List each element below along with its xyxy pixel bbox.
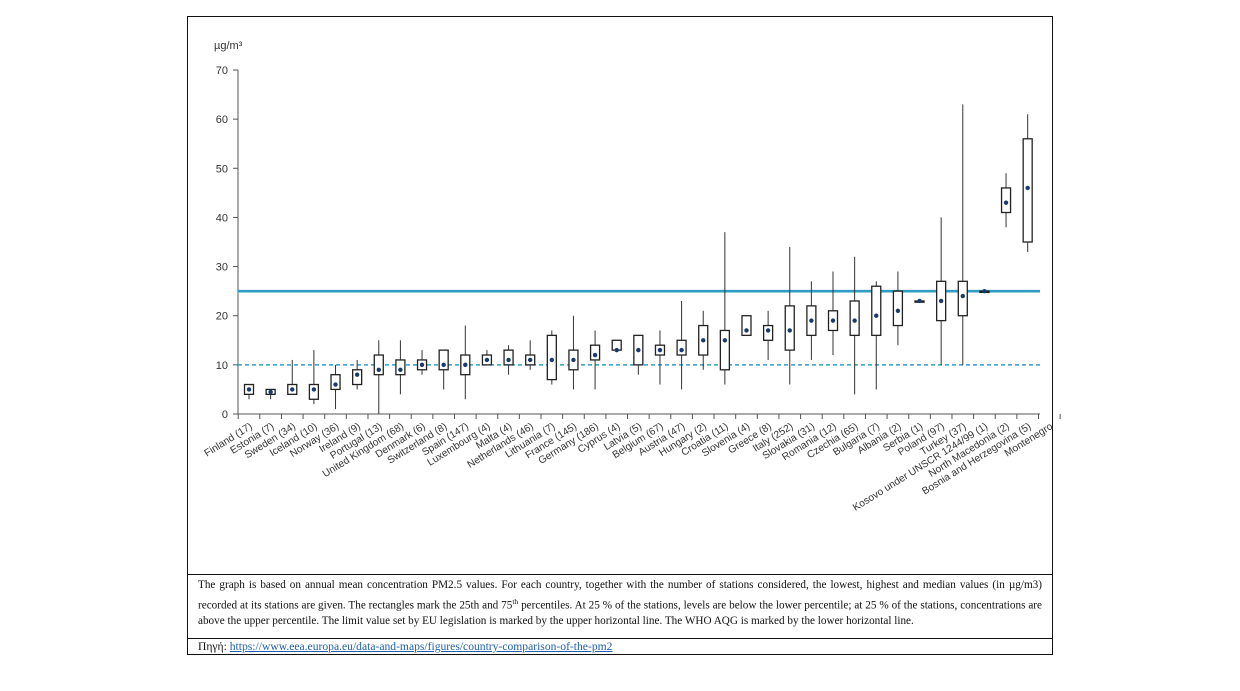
boxes-layer	[243, 104, 1033, 414]
median-dot	[657, 347, 663, 353]
box	[957, 280, 968, 317]
y-tick-label: 50	[216, 163, 228, 175]
box	[308, 383, 320, 400]
median-dot	[592, 352, 598, 358]
median-dot	[917, 298, 922, 304]
box	[849, 300, 860, 337]
y-tick-label: 0	[222, 409, 228, 421]
median-dot	[787, 328, 792, 333]
box	[741, 315, 752, 337]
box	[762, 324, 774, 341]
median-dot	[679, 347, 684, 353]
median-dot	[484, 357, 490, 363]
category-labels-layer: Finland (17)Estonia (7)Sweden (34)Icelan…	[203, 421, 1056, 514]
box-plot-chart: µg/m³ 0 10 20 30 40 50 60 70 Finland (17)Estoni…	[203, 40, 1061, 514]
caption-text-part1: The graph is based on annual mean concen…	[198, 579, 1042, 612]
box	[871, 285, 882, 337]
median-dot	[571, 357, 576, 363]
median-dot	[463, 362, 468, 368]
median-dot	[354, 372, 360, 377]
median-dot	[982, 288, 987, 294]
median-dot	[527, 357, 533, 363]
source-line: Πηγή: https://www.eea.europa.eu/data-and…	[187, 638, 1053, 655]
median-dot	[398, 367, 403, 372]
median-dot	[744, 328, 749, 333]
y-tick-label: 20	[216, 311, 228, 323]
box	[784, 305, 795, 351]
y-tick-label: 30	[216, 262, 228, 274]
box	[1022, 138, 1033, 243]
y-unit-label: µg/m³	[214, 40, 243, 52]
box	[546, 334, 557, 381]
median-dot	[419, 362, 425, 368]
median-dot	[614, 347, 619, 353]
median-dot	[549, 357, 555, 363]
box	[351, 369, 363, 386]
y-tick-label: 40	[216, 212, 228, 224]
box	[373, 354, 384, 376]
median-dot	[246, 387, 252, 392]
figure-frame	[187, 16, 1053, 655]
median-dot	[960, 293, 965, 299]
median-dot	[290, 387, 295, 392]
y-tick-label: 70	[216, 65, 228, 77]
median-dot	[852, 318, 857, 323]
y-tick-label: 60	[216, 114, 228, 126]
median-dot	[268, 389, 273, 395]
box	[719, 329, 731, 371]
source-link[interactable]: https://www.eea.europa.eu/data-and-maps/…	[229, 640, 613, 653]
box	[1000, 187, 1012, 214]
box	[589, 344, 601, 361]
median-dot	[895, 308, 901, 313]
median-dot	[441, 362, 446, 368]
box	[438, 349, 449, 371]
median-dot	[809, 318, 814, 323]
source-label: Πηγή:	[198, 640, 227, 653]
box	[503, 349, 514, 366]
median-dot	[874, 313, 879, 318]
median-dot	[701, 338, 706, 343]
caption-superscript: th	[512, 596, 519, 606]
median-dot	[830, 318, 836, 323]
median-dot	[311, 387, 317, 392]
median-dot	[765, 328, 771, 333]
median-dot	[333, 382, 338, 387]
box	[330, 374, 341, 391]
box	[395, 359, 406, 376]
median-dot	[636, 347, 641, 353]
box	[892, 290, 904, 327]
median-dot	[1003, 200, 1009, 205]
caption-text-part2: percentiles. At 25 % of the stations, le…	[198, 599, 1042, 627]
y-tick-label: 10	[216, 360, 228, 372]
median-dot	[938, 298, 944, 304]
median-dot	[506, 357, 511, 363]
median-dot	[1025, 185, 1030, 191]
box	[676, 339, 687, 356]
median-dot	[722, 338, 728, 343]
figure-caption: The graph is based on annual mean concen…	[187, 574, 1053, 638]
median-dot	[376, 367, 381, 372]
